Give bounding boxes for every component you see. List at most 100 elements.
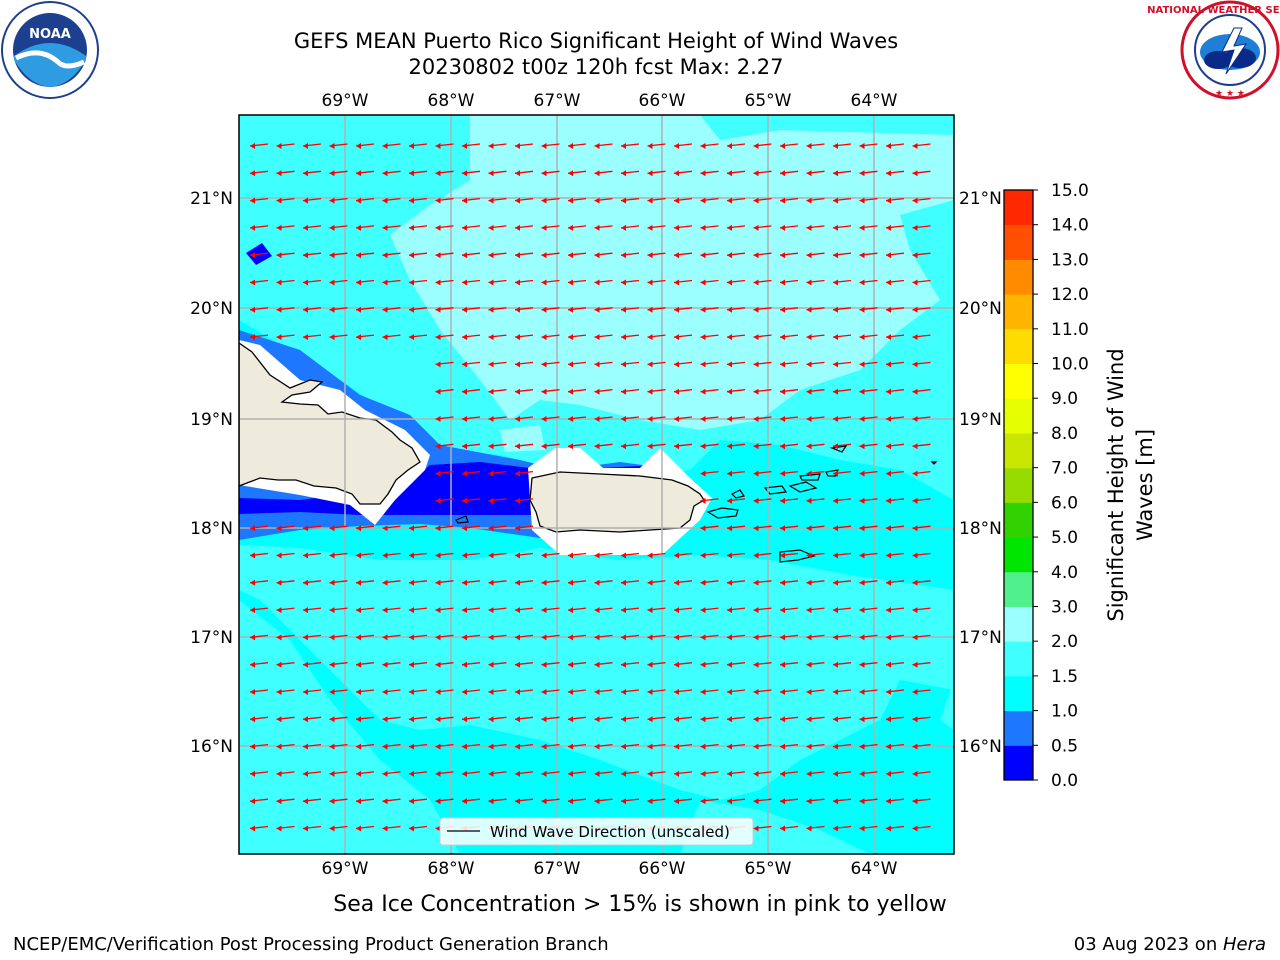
wave-vector-head <box>568 143 573 149</box>
colorbar-tick-label: 4.0 <box>1051 563 1078 583</box>
wave-vector-head <box>647 416 653 422</box>
wave-vector-head <box>409 716 414 723</box>
wave-vector-head <box>488 552 494 559</box>
lon-label-top: 67°W <box>534 91 581 111</box>
wave-vector-head <box>435 416 441 422</box>
wave-vector-head <box>488 579 494 586</box>
wave-vector-head <box>515 170 520 177</box>
wave-vector-head <box>859 361 865 368</box>
wave-vector-head <box>753 798 759 805</box>
colorbar-tick-label: 10.0 <box>1051 355 1089 375</box>
lat-label-left: 20°N <box>190 299 233 319</box>
lat-label-left: 21°N <box>190 189 233 209</box>
colorbar-tick-label: 1.5 <box>1051 667 1078 687</box>
wave-vector-head <box>462 470 467 477</box>
wave-vector-head <box>382 552 388 559</box>
wave-vector-head <box>753 197 759 204</box>
wave-vector-head <box>833 334 838 341</box>
wave-vector-head <box>912 661 918 668</box>
wave-vector-head <box>515 770 520 777</box>
wave-vector-head <box>674 798 679 805</box>
wave-vector-head <box>435 661 441 668</box>
wave-vector-head <box>303 634 308 641</box>
wave-vector-head <box>700 552 706 559</box>
wave-vector-head <box>780 443 785 450</box>
wave-vector-head <box>700 279 706 286</box>
wave-vector-head <box>594 798 600 805</box>
wave-vector-head <box>886 716 891 723</box>
wave-vector-head <box>647 252 653 259</box>
wave-vector-head <box>541 197 547 204</box>
lat-label-right: 17°N <box>959 628 1002 648</box>
colorbar-title: Significant Height of Wind Waves [m] <box>1104 348 1157 621</box>
wave-vector-head <box>753 661 759 668</box>
wave-vector-head <box>329 252 335 259</box>
wave-vector-head <box>700 798 706 805</box>
wave-vector-head <box>621 634 626 641</box>
wave-vector-head <box>833 716 838 723</box>
wave-vector-head <box>303 825 308 832</box>
wave-vector-head <box>488 224 494 231</box>
wave-vector-head <box>568 716 573 723</box>
wave-vector-head <box>700 388 706 395</box>
wave-vector-head <box>303 579 308 586</box>
wave-vector-head <box>276 197 282 204</box>
wave-vector-head <box>674 143 679 149</box>
wave-vector-head <box>674 306 679 313</box>
lat-label-left: 16°N <box>190 737 233 757</box>
wave-vector-head <box>621 306 626 313</box>
wave-vector-head <box>488 306 494 313</box>
wave-vector-head <box>859 388 865 395</box>
wave-vector-head <box>833 798 838 805</box>
wave-vector-head <box>568 798 573 805</box>
wave-vector-head <box>515 634 520 641</box>
wave-vector-head <box>568 661 573 668</box>
wave-vector-head <box>700 143 706 149</box>
lat-label-left: 18°N <box>190 519 233 539</box>
wave-vector-head <box>568 306 573 313</box>
wave-vector-head <box>886 197 891 204</box>
wave-vector-head <box>568 388 573 395</box>
wave-vector-head <box>806 224 812 231</box>
wave-vector-head <box>409 770 414 777</box>
wave-vector-head <box>780 689 785 695</box>
wave-vector-head <box>700 361 706 368</box>
wave-vector-head <box>250 334 255 341</box>
wave-vector-head <box>806 825 812 832</box>
wave-vector-head <box>568 689 573 695</box>
wave-vector-head <box>409 825 414 832</box>
colorbar-segment <box>1004 363 1033 399</box>
wave-vector-head <box>488 252 494 259</box>
colorbar-tick-label: 0.5 <box>1051 736 1078 756</box>
wave-vector-head <box>806 143 812 149</box>
wave-vector-head <box>462 634 467 641</box>
wave-vector-head <box>886 770 891 777</box>
wave-vector-head <box>859 252 865 259</box>
wave-vector-head <box>833 306 838 313</box>
wave-vector-head <box>859 689 865 695</box>
wave-vector-head <box>409 197 414 204</box>
wave-vector-head <box>276 634 282 641</box>
map-area <box>239 115 954 854</box>
wave-vector-head <box>541 170 547 177</box>
wave-vector-head <box>727 525 732 532</box>
wave-vector-head <box>250 607 255 614</box>
wave-vector-head <box>859 334 865 341</box>
wave-vector-head <box>912 443 918 450</box>
wave-vector-head <box>806 306 812 313</box>
wave-vector-head <box>727 443 732 450</box>
wave-vector-head <box>329 661 335 668</box>
wave-vector-head <box>859 743 865 750</box>
wave-vector-head <box>700 416 706 422</box>
wave-vector-head <box>250 525 255 532</box>
wave-vector-head <box>435 306 441 313</box>
wave-vector-head <box>621 388 626 395</box>
wave-vector-head <box>435 443 441 450</box>
wave-vector-head <box>700 470 706 477</box>
wave-vector-head <box>912 197 918 204</box>
wave-vector-head <box>409 525 414 532</box>
wave-band-2-3-small <box>500 425 545 452</box>
wave-vector-head <box>303 661 308 668</box>
wave-vector-head <box>541 607 547 614</box>
wave-vector-head <box>594 224 600 231</box>
